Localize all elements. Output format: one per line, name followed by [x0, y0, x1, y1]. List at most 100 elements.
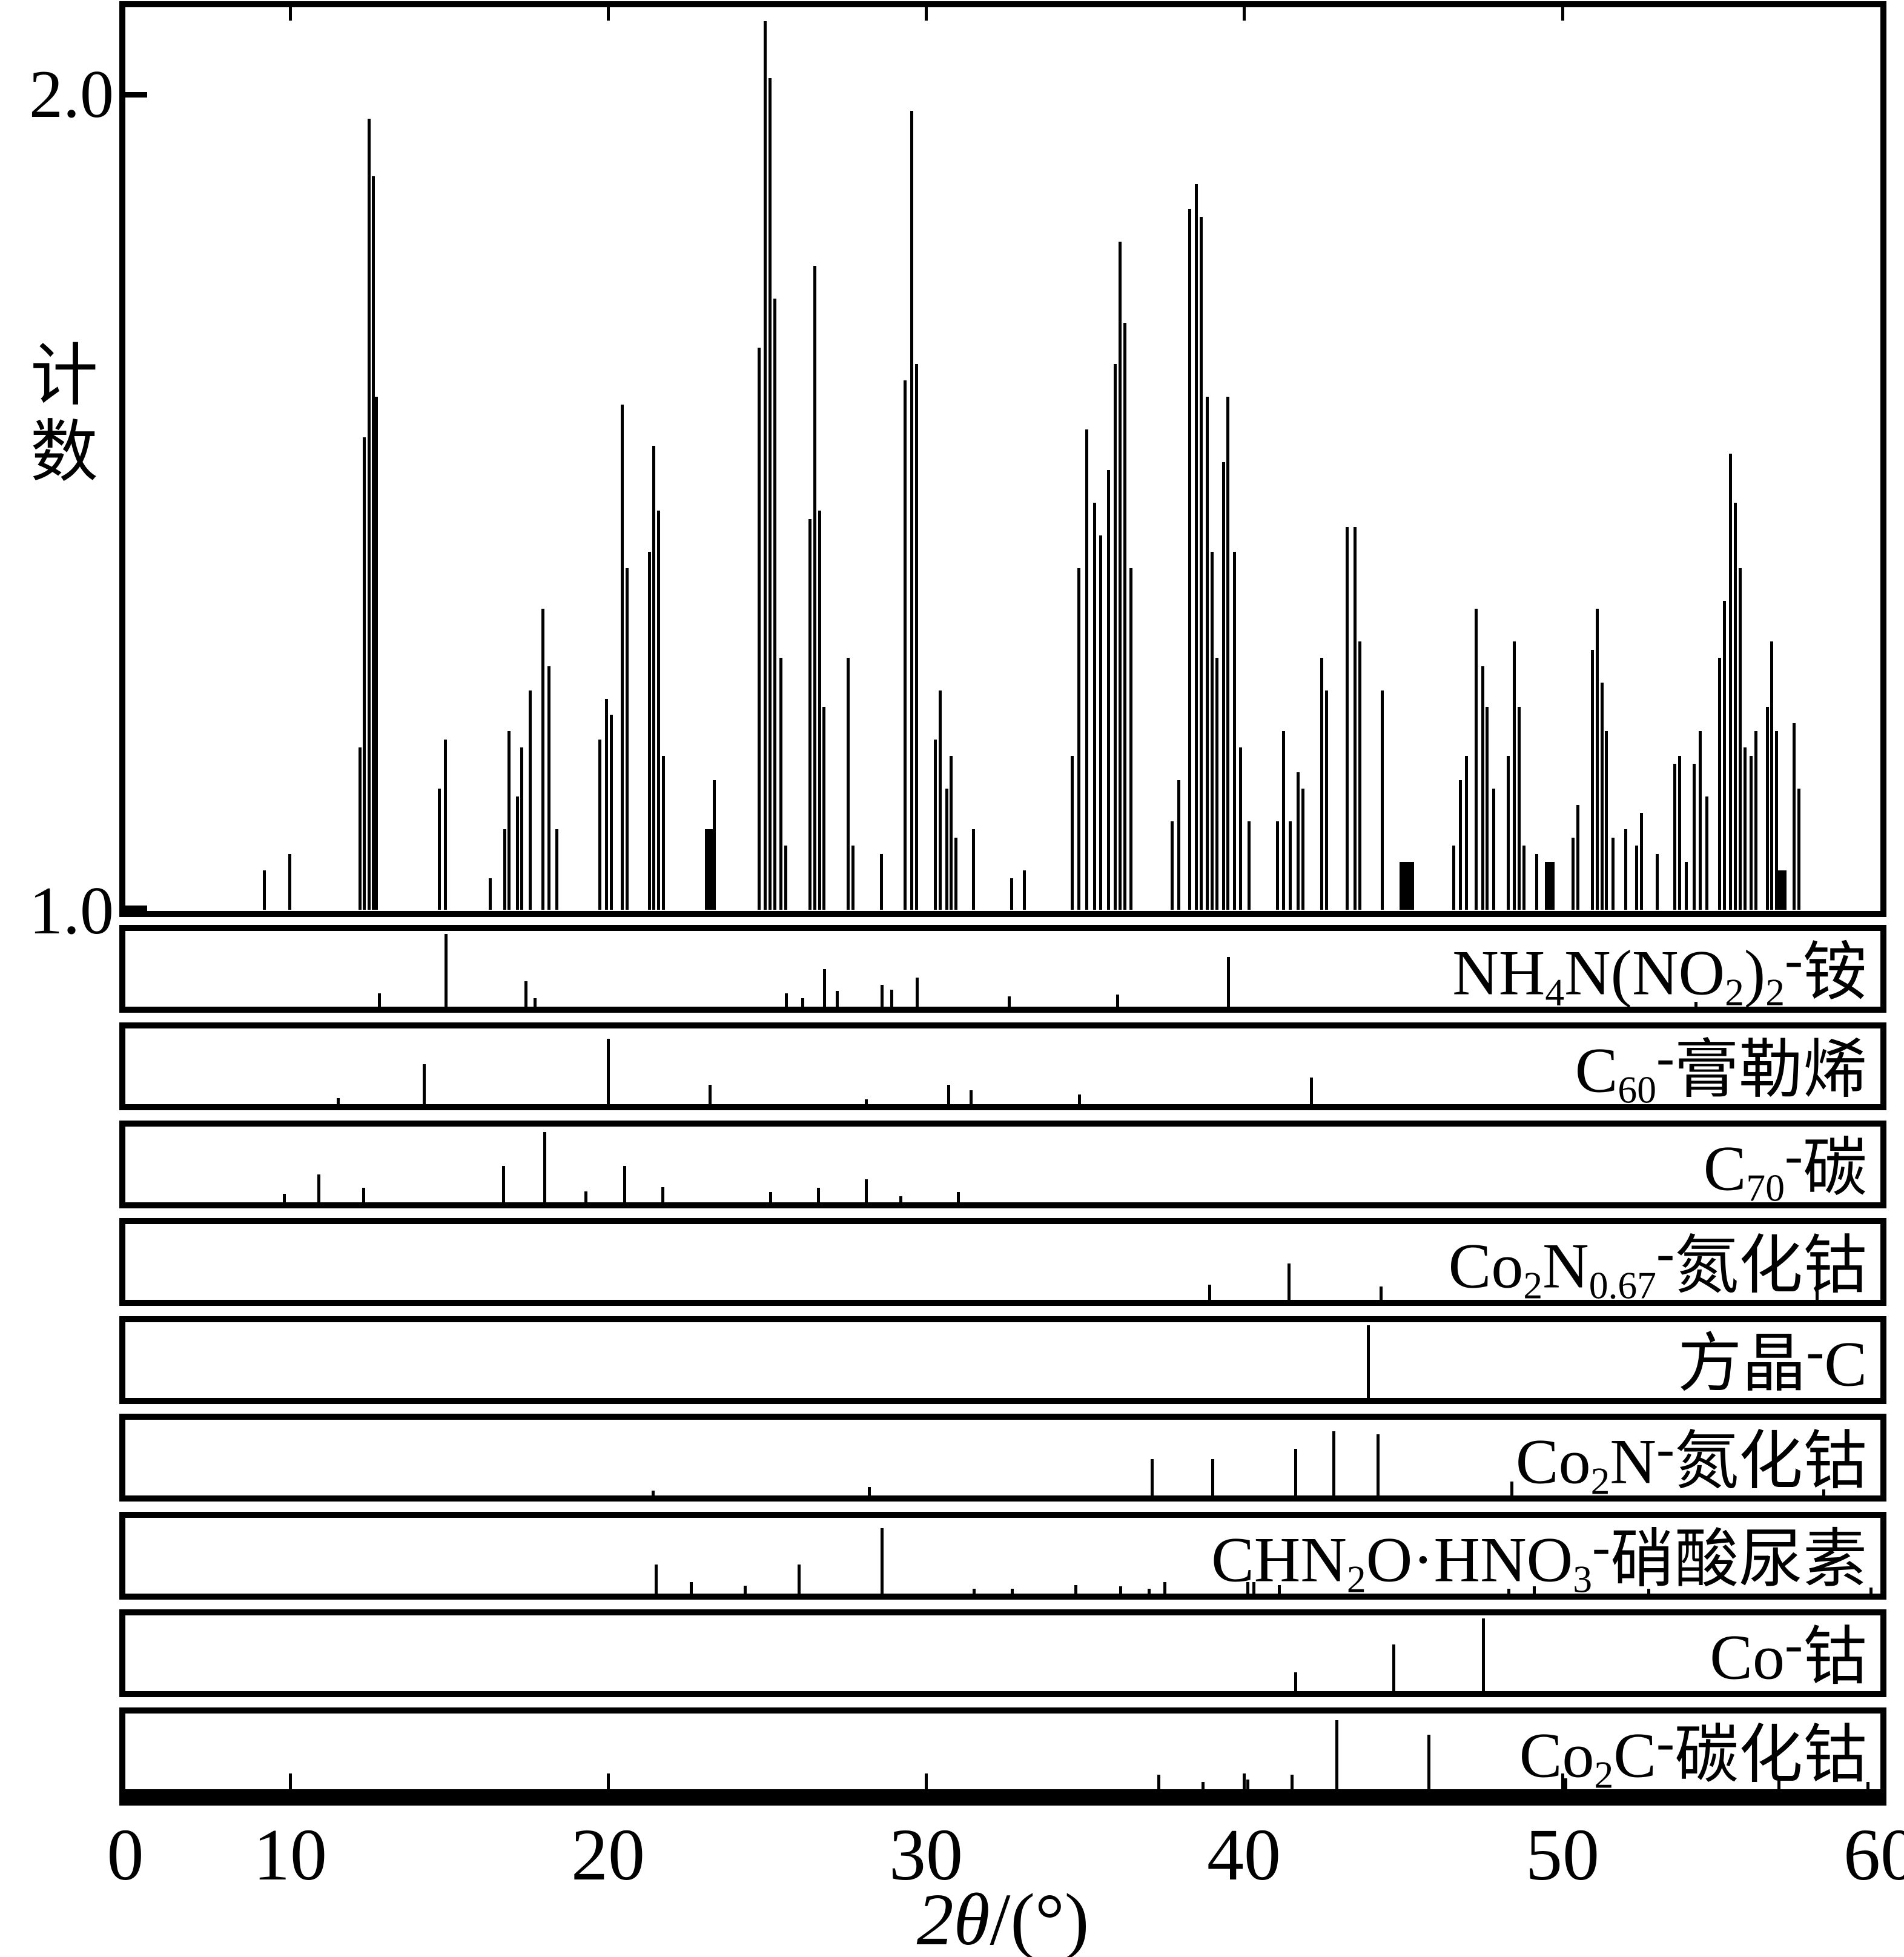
xrd-peak-line: [713, 780, 716, 910]
xrd-peak-line: [1513, 641, 1516, 910]
ref-peak-line: [1291, 1775, 1294, 1789]
ref-peak-line: [785, 993, 788, 1007]
formula-text: -: [1656, 1222, 1674, 1283]
xrd-peak-line: [605, 699, 608, 910]
y-tick-label-2.0: 2.0: [29, 57, 114, 132]
reference-panel-label-5: 方晶-C: [1678, 1323, 1867, 1400]
xrd-peak-line: [1693, 764, 1696, 910]
xrd-peak-line: [598, 740, 601, 910]
ref-peak-line: [1227, 957, 1230, 1007]
xrd-peak-line: [1177, 780, 1180, 910]
ref-peak-line: [1816, 1290, 1819, 1300]
xrd-peak-line: [662, 756, 665, 910]
xrd-peak-line: [934, 740, 937, 910]
ref-peak-line: [1482, 1618, 1485, 1691]
xrd-peak-line: [652, 446, 655, 910]
ref-peak-line: [423, 1064, 426, 1104]
ref-peak-line: [881, 985, 884, 1007]
xrd-peak-line: [1093, 503, 1096, 910]
formula-subscript: 60: [1618, 1067, 1656, 1111]
xrd-peak-line: [648, 552, 651, 910]
xrd-peak-line: [1297, 772, 1300, 910]
formula-text: Co: [1710, 1621, 1785, 1693]
xrd-peak-line: [1010, 878, 1013, 910]
xrd-peak-line: [610, 715, 613, 910]
formula-text: 铵: [1803, 937, 1867, 1008]
ref-peak-line: [881, 1528, 884, 1594]
xrd-peak-line: [1107, 470, 1110, 910]
xrd-peak-line: [657, 511, 660, 910]
xrd-peak-line: [372, 176, 375, 910]
formula-subscript: 4: [1545, 970, 1565, 1013]
ref-peak-line: [1119, 1586, 1122, 1594]
xrd-peak-line: [851, 846, 854, 910]
reference-panel-9: Co2C-碳化钴: [119, 1707, 1886, 1795]
xrd-peak-line: [1211, 552, 1214, 910]
xrd-peak-line: [779, 658, 782, 910]
formula-subscript: 2: [1590, 1459, 1610, 1502]
xrd-peak-line: [1640, 813, 1643, 910]
x-axis-tick: [925, 1773, 928, 1789]
ref-peak-line: [1866, 1782, 1869, 1789]
ref-peak-line: [865, 1099, 868, 1104]
xrd-peak-line: [1611, 838, 1615, 910]
formula-text: Co: [1448, 1230, 1524, 1302]
ref-peak-line: [817, 1188, 820, 1202]
xrd-peak-line: [1085, 429, 1088, 910]
x-axis-line: [119, 1790, 1886, 1806]
xrd-peak-line: [1226, 397, 1229, 910]
ref-peak-line: [1427, 1735, 1430, 1789]
ref-peak-line: [1533, 1586, 1536, 1594]
xrd-peak-line: [847, 658, 850, 910]
formula-text: -: [1656, 1027, 1674, 1087]
xrd-peak-line: [1206, 397, 1209, 910]
xrd-peak-line: [1750, 756, 1753, 910]
xrd-peak-line: [1656, 854, 1659, 910]
xrd-peak-line: [363, 437, 366, 910]
xrd-peak-line: [1591, 650, 1594, 910]
ref-peak-line: [1151, 1459, 1154, 1495]
formula-text: C: [1824, 1328, 1867, 1400]
formula-text: -: [1784, 1614, 1803, 1674]
ref-peak-line: [534, 998, 537, 1007]
ref-peak-line: [543, 1132, 546, 1202]
x-axis-tick: [289, 1773, 292, 1789]
ref-peak-line: [1008, 996, 1011, 1007]
ref-peak-line: [378, 993, 381, 1007]
xrd-peak-line: [529, 690, 532, 910]
xrd-peak-line: [1320, 658, 1323, 910]
main-top-tick: [925, 7, 928, 21]
xrd-peak-line: [1301, 789, 1304, 910]
xrd-peak-line: [1777, 870, 1787, 910]
xrd-peak-line: [368, 119, 371, 910]
xrd-peak-line: [621, 405, 624, 910]
xrd-peak-line: [1123, 323, 1126, 910]
x-axis-title-symbol: 2θ: [916, 1879, 990, 1957]
xrd-peak-line: [813, 266, 816, 910]
xrd-peak-line: [503, 829, 506, 910]
xrd-peak-line: [1673, 764, 1676, 910]
formula-text: 钴: [1803, 1621, 1867, 1693]
x-tick-label-10: 10: [253, 1814, 327, 1896]
formula-text: 碳: [1803, 1133, 1867, 1204]
xrd-peak-line: [945, 789, 948, 910]
reference-panel-label-6: Co2N-氮化钴: [1516, 1421, 1867, 1500]
ref-peak-line: [947, 1085, 950, 1104]
xrd-peak-line: [769, 78, 772, 910]
xrd-peak-line: [1754, 731, 1757, 910]
ref-peak-line: [337, 1098, 340, 1104]
formula-text: -: [1592, 1516, 1610, 1577]
xrd-peak-line: [1129, 568, 1132, 910]
reference-panel-1: NH4N(NO2)2-铵: [119, 925, 1886, 1013]
formula-text: -: [1784, 929, 1803, 990]
xrd-peak-line: [1171, 821, 1174, 910]
x-axis-tick: [1243, 1773, 1246, 1789]
ref-peak-line: [823, 969, 826, 1007]
ref-peak-line: [1380, 1286, 1383, 1300]
ref-peak-line: [524, 981, 527, 1007]
formula-text: CHN: [1211, 1524, 1347, 1595]
ref-peak-line: [661, 1187, 664, 1202]
ref-peak-line: [709, 1085, 712, 1104]
xrd-peak-line: [950, 756, 953, 910]
ref-peak-line: [1148, 1589, 1151, 1594]
